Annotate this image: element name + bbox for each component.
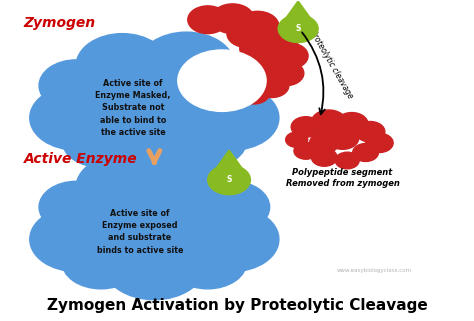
Circle shape xyxy=(46,178,156,256)
Circle shape xyxy=(271,43,308,69)
Text: www.easybiologyclass.com: www.easybiologyclass.com xyxy=(337,268,412,273)
Circle shape xyxy=(356,122,385,142)
Circle shape xyxy=(291,117,320,137)
Polygon shape xyxy=(278,1,318,29)
Circle shape xyxy=(240,34,283,63)
Text: Proteolytic cleavage: Proteolytic cleavage xyxy=(308,29,355,100)
Circle shape xyxy=(152,57,263,134)
Circle shape xyxy=(227,20,267,48)
Text: Zymogen Activation by Proteolytic Cleavage: Zymogen Activation by Proteolytic Cleava… xyxy=(46,299,428,313)
Circle shape xyxy=(39,60,113,111)
Circle shape xyxy=(188,6,228,34)
Circle shape xyxy=(186,86,279,150)
Circle shape xyxy=(311,110,346,134)
Circle shape xyxy=(255,49,295,77)
Circle shape xyxy=(196,181,270,233)
Circle shape xyxy=(327,127,359,149)
Text: S: S xyxy=(295,24,301,33)
Circle shape xyxy=(138,32,235,100)
Text: Active Enzyme: Active Enzyme xyxy=(24,152,137,166)
Circle shape xyxy=(238,82,270,104)
Circle shape xyxy=(62,113,140,167)
Circle shape xyxy=(178,50,266,111)
Circle shape xyxy=(196,60,270,111)
Circle shape xyxy=(259,25,299,52)
Circle shape xyxy=(103,107,206,178)
Circle shape xyxy=(286,132,308,147)
Text: Zymogen: Zymogen xyxy=(24,16,96,30)
Text: Active site of
Enzyme exposed
and substrate
binds to active site: Active site of Enzyme exposed and substr… xyxy=(97,209,183,255)
Circle shape xyxy=(30,207,122,272)
Circle shape xyxy=(353,143,378,161)
Circle shape xyxy=(39,181,113,233)
Text: S: S xyxy=(227,175,232,184)
Circle shape xyxy=(255,74,289,98)
Circle shape xyxy=(278,15,318,42)
Circle shape xyxy=(83,175,226,274)
Circle shape xyxy=(138,153,235,221)
Circle shape xyxy=(208,165,250,195)
Circle shape xyxy=(311,148,337,166)
Circle shape xyxy=(76,155,169,220)
Circle shape xyxy=(103,228,206,300)
Circle shape xyxy=(62,234,140,289)
Circle shape xyxy=(186,207,279,272)
Circle shape xyxy=(211,4,254,34)
Circle shape xyxy=(152,178,263,256)
Circle shape xyxy=(169,113,247,167)
Circle shape xyxy=(294,143,318,159)
Circle shape xyxy=(169,234,247,289)
Circle shape xyxy=(365,133,393,152)
Text: Active site of
Enzyme Masked,
Substrate not
able to bind to
the active site: Active site of Enzyme Masked, Substrate … xyxy=(95,79,171,137)
Circle shape xyxy=(335,152,359,169)
Circle shape xyxy=(310,133,339,153)
Circle shape xyxy=(236,11,279,41)
Circle shape xyxy=(83,53,226,152)
Text: Polypeptide segment
Removed from zymogen: Polypeptide segment Removed from zymogen xyxy=(286,168,400,188)
Circle shape xyxy=(336,113,368,135)
Polygon shape xyxy=(208,150,250,180)
Circle shape xyxy=(268,61,304,86)
Circle shape xyxy=(30,86,122,150)
Circle shape xyxy=(46,57,156,134)
Circle shape xyxy=(76,34,169,98)
